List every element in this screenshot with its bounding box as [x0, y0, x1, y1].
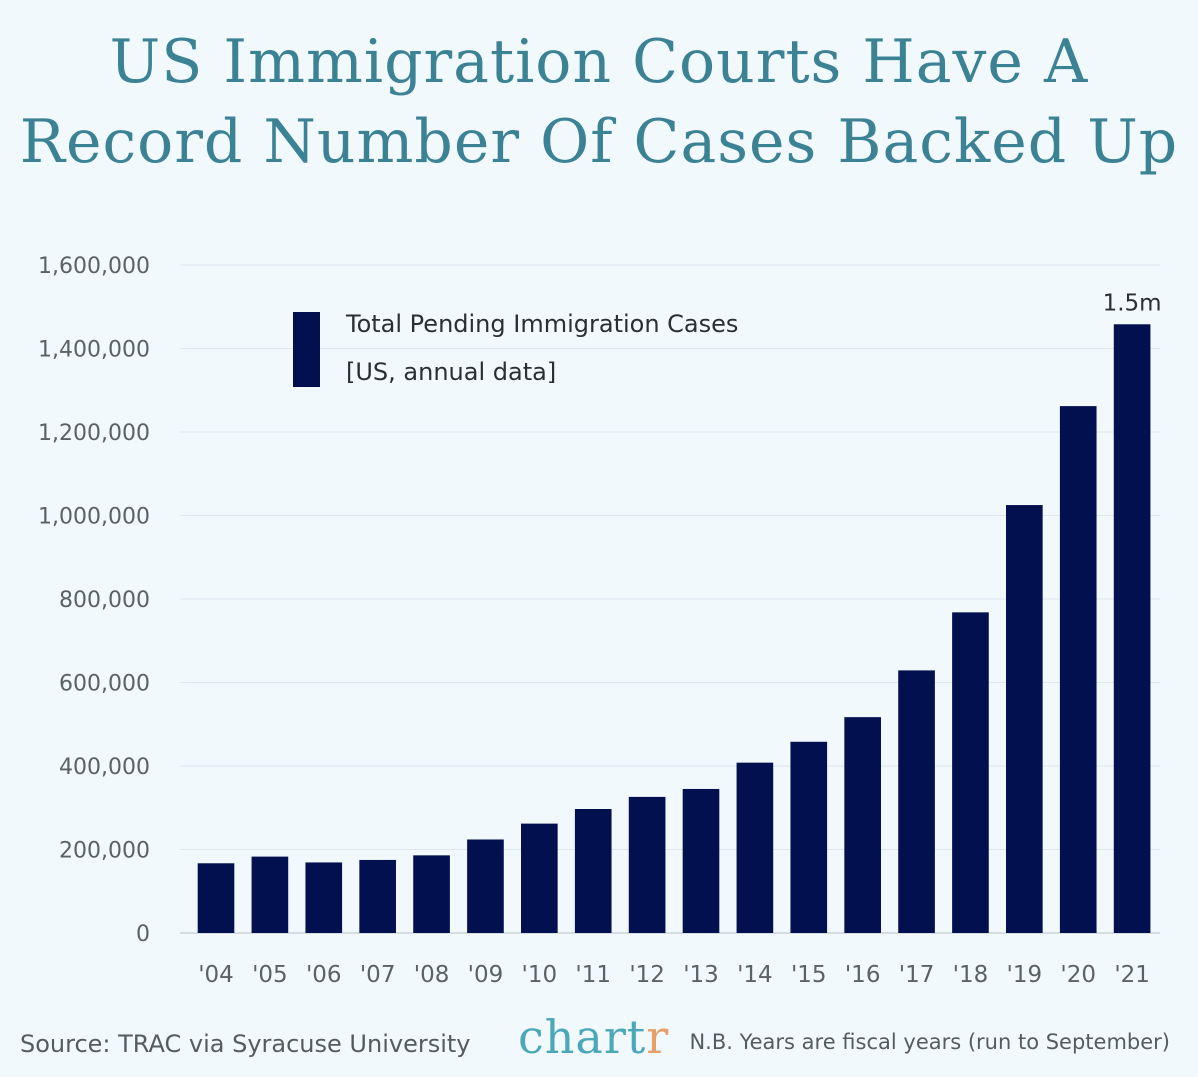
y-tick-label: 800,000	[59, 588, 150, 613]
data-label: 1.5m	[1103, 290, 1162, 316]
y-tick-label: 1,000,000	[38, 505, 150, 530]
bar	[898, 670, 935, 933]
bar	[682, 788, 720, 933]
x-tick-label: '11	[575, 962, 611, 988]
x-tick-label: '09	[468, 962, 504, 988]
x-tick-label: '13	[683, 962, 719, 988]
y-tick-label: 600,000	[59, 672, 150, 697]
y-tick-label: 400,000	[59, 755, 150, 780]
x-tick-label: '08	[414, 962, 450, 988]
y-tick-label: 1,400,000	[38, 338, 150, 363]
y-tick-label: 0	[136, 922, 150, 947]
y-tick-label: 200,000	[59, 839, 150, 864]
brand-logo-accent: r	[646, 1010, 670, 1064]
bar	[413, 855, 450, 933]
bar	[305, 862, 343, 933]
x-tick-label: '14	[737, 962, 773, 988]
chart-title: US Immigration Courts Have A Record Numb…	[0, 22, 1198, 182]
x-tick-label: '10	[522, 962, 558, 988]
source-note: Source: TRAC via Syracuse University	[20, 1030, 471, 1058]
bar	[359, 859, 396, 933]
x-tick-label: '15	[791, 962, 827, 988]
x-tick-label: '05	[252, 962, 288, 988]
y-tick-label: 1,600,000	[38, 254, 150, 279]
bar	[251, 856, 289, 933]
bar	[952, 612, 989, 933]
x-tick-label: '18	[953, 962, 989, 988]
x-tick-label: '19	[1007, 962, 1043, 988]
x-tick-label: '21	[1114, 962, 1150, 988]
bar	[1059, 406, 1097, 933]
bar	[844, 717, 881, 933]
x-tick-label: '12	[629, 962, 665, 988]
legend-sublabel: [US, annual data]	[346, 358, 556, 386]
chart-title-line-1: US Immigration Courts Have A	[109, 27, 1089, 97]
x-tick-label: '16	[845, 962, 881, 988]
x-tick-label: '06	[306, 962, 342, 988]
bar	[1006, 505, 1043, 933]
legend-label: Total Pending Immigration Cases	[345, 310, 738, 338]
fiscal-year-note: N.B. Years are fiscal years (run to Sept…	[689, 1030, 1170, 1054]
bar	[574, 809, 612, 933]
x-tick-label: '07	[360, 962, 396, 988]
bar	[736, 762, 774, 933]
x-tick-label: '20	[1060, 962, 1096, 988]
brand-logo: chartr	[518, 1010, 669, 1064]
brand-logo-main: chart	[518, 1010, 647, 1064]
x-tick-label: '04	[198, 962, 234, 988]
x-tick-label: '17	[899, 962, 935, 988]
y-tick-label: 1,200,000	[38, 421, 150, 446]
bar	[1113, 324, 1151, 933]
bar	[521, 823, 558, 933]
bar	[197, 863, 235, 933]
legend-swatch	[293, 312, 320, 387]
chart-title-line-2: Record Number Of Cases Backed Up	[19, 107, 1179, 177]
bar	[628, 796, 666, 933]
bar	[790, 741, 828, 933]
bar	[467, 839, 504, 933]
